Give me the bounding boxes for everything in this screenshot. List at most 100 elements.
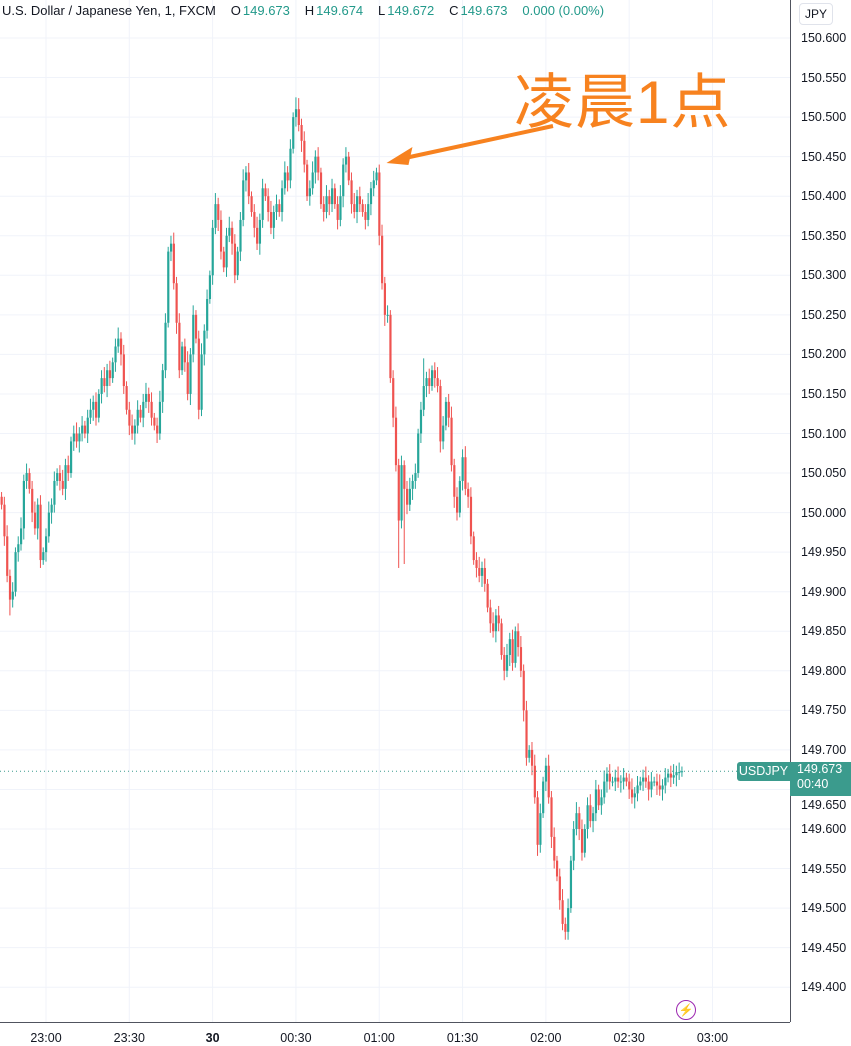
candle-body xyxy=(622,777,625,782)
price-tick-label: 150.100 xyxy=(801,426,847,441)
candle-body xyxy=(67,465,70,474)
candle-body xyxy=(219,219,223,252)
high-value: 149.674 xyxy=(316,3,364,18)
bar-countdown: 00:40 xyxy=(797,777,829,791)
candle-body xyxy=(47,512,50,537)
candle-body xyxy=(505,654,509,671)
price-tick-label: 150.350 xyxy=(801,228,847,243)
candle-body xyxy=(572,829,575,861)
candle-body xyxy=(20,528,23,545)
candle-body xyxy=(158,401,162,434)
candle-body xyxy=(11,591,14,600)
candle-body xyxy=(283,172,287,189)
candle-body xyxy=(669,773,673,778)
candle-body xyxy=(286,172,289,181)
candle-body xyxy=(675,772,678,776)
low-value: 149.672 xyxy=(387,3,435,18)
candle-body xyxy=(344,156,348,165)
candle-body xyxy=(89,409,92,418)
candle-body xyxy=(511,639,514,663)
candle-body xyxy=(480,567,484,576)
candle-body xyxy=(403,465,406,489)
candle-body xyxy=(239,219,242,252)
candle-body xyxy=(469,496,473,537)
high-label: H xyxy=(304,3,315,18)
candle-body xyxy=(86,417,89,434)
candle-body xyxy=(114,346,117,363)
candle-body xyxy=(503,654,506,671)
candle-body xyxy=(361,204,364,213)
candle-body xyxy=(136,409,139,426)
time-tick-label: 30 xyxy=(205,1031,220,1045)
candle-body xyxy=(378,172,381,236)
candle-body xyxy=(258,219,262,244)
candle-body xyxy=(678,772,681,774)
annotation-text[interactable]: 凌晨1点 xyxy=(514,69,732,136)
candle-body xyxy=(628,781,631,790)
candle-body xyxy=(0,496,3,505)
candle-body xyxy=(242,180,245,220)
candle-body xyxy=(528,749,531,758)
candle-body xyxy=(144,393,148,402)
price-tick-label: 149.650 xyxy=(801,798,847,812)
candle-body xyxy=(217,204,220,220)
candle-body xyxy=(644,777,648,782)
candlestick-chart[interactable] xyxy=(0,0,790,1022)
candle-body xyxy=(25,473,28,481)
candle-body xyxy=(439,386,442,442)
candle-body xyxy=(133,425,137,434)
candle-body xyxy=(650,781,653,790)
candle-body xyxy=(164,322,167,371)
time-axis[interactable]: 23:00 23:30 30 00:30 01:00 01:30 02:00 02:30 03:… xyxy=(0,1022,790,1046)
price-tick-label: 150.150 xyxy=(801,386,847,401)
candle-body xyxy=(633,793,636,798)
candle-body xyxy=(639,781,642,786)
chart-legend: U.S. Dollar / Japanese Yen, 1, FXCM O 149… xyxy=(2,3,606,18)
candle-body xyxy=(117,338,120,347)
price-tick-label: 149.600 xyxy=(801,822,847,836)
price-tick-label: 150.200 xyxy=(801,347,847,362)
price-tick-label: 150.550 xyxy=(801,70,847,85)
candle-body xyxy=(417,433,420,474)
candle-body xyxy=(583,829,586,853)
candle-body xyxy=(14,552,17,592)
candle-body xyxy=(61,480,64,489)
candle-body xyxy=(642,777,645,782)
candle-body xyxy=(17,544,20,553)
candle-body xyxy=(225,235,228,268)
annotation-arrowhead xyxy=(386,147,413,165)
lightning-icon[interactable]: ⚡ xyxy=(676,1000,696,1020)
candle-body xyxy=(106,370,109,387)
candle-body xyxy=(72,433,75,442)
candle-body xyxy=(300,125,303,141)
price-axis[interactable]: JPY 150.600 150.550 150.500 150.450 150.400 1… xyxy=(790,0,851,1022)
candle-body xyxy=(122,354,125,387)
candle-body xyxy=(325,196,328,213)
candle-body xyxy=(97,393,100,418)
candle-body xyxy=(517,631,520,648)
candle-body xyxy=(625,777,628,782)
candle-body xyxy=(250,196,253,213)
candle-body xyxy=(69,441,73,474)
candle-body xyxy=(306,164,309,197)
candle-body xyxy=(514,631,517,663)
candle-body xyxy=(292,117,295,149)
candle-body xyxy=(247,172,250,197)
candle-body xyxy=(81,425,84,434)
candle-body xyxy=(8,575,12,600)
candle-body xyxy=(256,227,259,244)
candle-body xyxy=(569,860,573,909)
currency-button[interactable]: JPY xyxy=(799,3,834,25)
symbol-description: U.S. Dollar / Japanese Yen, 1, FXCM xyxy=(2,3,216,18)
price-tick-label: 149.800 xyxy=(801,663,847,678)
candle-body xyxy=(389,314,392,379)
candle-body xyxy=(311,172,314,189)
candle-body xyxy=(555,860,559,877)
price-tick-label: 149.700 xyxy=(801,742,847,757)
candle-body xyxy=(125,386,128,410)
candle-body xyxy=(45,536,48,553)
candle-body xyxy=(53,480,56,505)
candle-body xyxy=(425,378,428,387)
price-tick-label: 149.950 xyxy=(801,545,847,560)
candle-body xyxy=(36,504,39,529)
